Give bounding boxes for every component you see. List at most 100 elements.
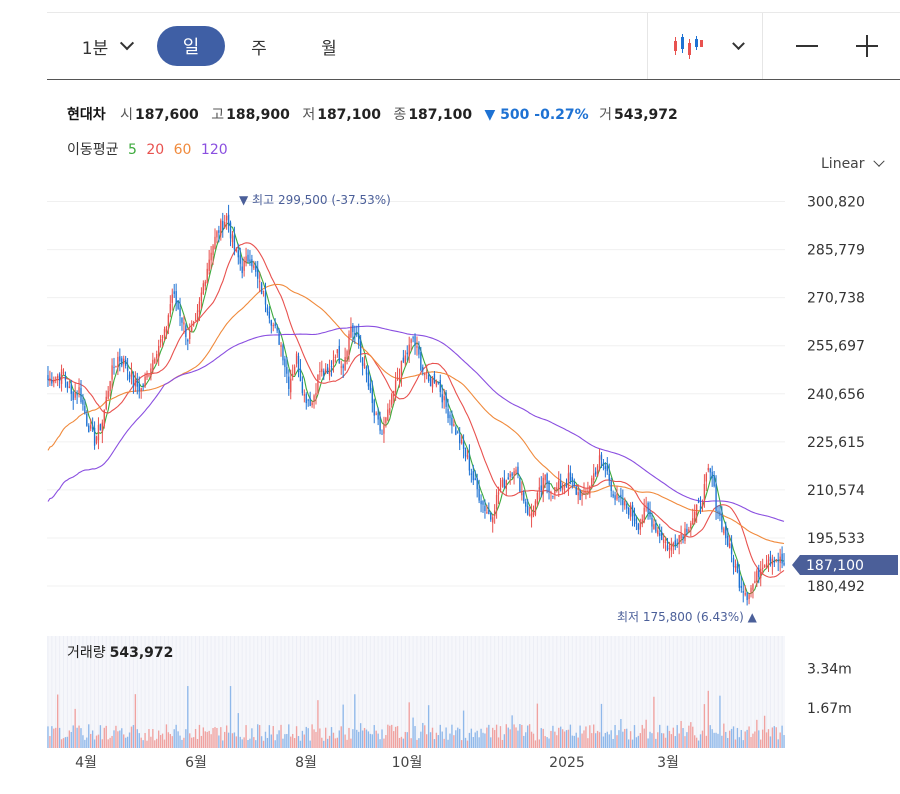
interval-dropdown[interactable]: 1분 xyxy=(71,13,143,79)
candle-body xyxy=(247,254,249,262)
volume-bar xyxy=(194,728,197,748)
candle-body xyxy=(264,292,267,305)
candle-body xyxy=(148,375,150,377)
candle-body xyxy=(167,315,170,326)
volume-bar xyxy=(493,730,496,748)
volume-bar xyxy=(546,737,548,748)
volume-bar xyxy=(561,729,564,748)
candle-body xyxy=(552,495,554,497)
candle-body xyxy=(618,496,620,498)
candle-body xyxy=(738,569,741,588)
candle-body xyxy=(239,255,241,264)
candle-body xyxy=(216,231,218,238)
volume-bar xyxy=(437,735,440,748)
volume-bar xyxy=(703,704,706,748)
candle-body xyxy=(544,474,546,481)
volume-legend: 거래량 543,972 xyxy=(67,642,173,662)
candle-body xyxy=(604,466,607,470)
candle-body xyxy=(150,368,152,377)
candle-body xyxy=(408,344,410,357)
candle-body xyxy=(466,455,469,458)
candle-body xyxy=(695,504,698,515)
volume-bar xyxy=(282,738,284,748)
volume-bar xyxy=(344,734,346,748)
volume-bar xyxy=(101,739,104,748)
candle-body xyxy=(775,559,777,561)
tab-month[interactable]: 월 xyxy=(307,13,351,79)
candle-body xyxy=(746,592,748,600)
volume-bar xyxy=(742,740,744,748)
candle-body xyxy=(88,425,90,433)
ma-5-label: 5 xyxy=(127,142,137,158)
candle-body xyxy=(161,336,164,339)
volume-bar xyxy=(233,732,236,748)
candle-body xyxy=(713,475,715,487)
candle-body xyxy=(719,511,721,516)
volume-bar xyxy=(464,737,467,748)
y-tick-label: 255,697 xyxy=(807,339,865,355)
tab-day[interactable]: 일 xyxy=(157,13,225,79)
candle-body xyxy=(126,367,129,371)
ma-20-line xyxy=(47,242,785,578)
candle-body xyxy=(321,368,323,372)
candle-body xyxy=(109,381,111,391)
chart-type-dropdown[interactable] xyxy=(652,13,762,79)
volume-bar xyxy=(429,732,432,748)
volume-bar xyxy=(713,732,715,748)
volume-bar xyxy=(375,730,377,748)
volume-value: 543,972 xyxy=(109,645,174,661)
volume-bar xyxy=(505,724,507,748)
volume-bar xyxy=(84,739,86,748)
candle-body xyxy=(758,568,760,578)
candle-body xyxy=(391,394,393,405)
volume-bar xyxy=(359,723,362,748)
candle-body xyxy=(346,351,348,360)
candle-body xyxy=(781,553,783,564)
scale-dropdown[interactable]: Linear xyxy=(821,155,885,172)
candle-body xyxy=(779,556,781,563)
candle-body xyxy=(317,374,319,394)
candle-body xyxy=(752,583,754,590)
candle-body xyxy=(243,260,245,271)
volume-bar xyxy=(695,737,698,748)
volume-bar xyxy=(761,729,764,748)
volume-bar xyxy=(173,729,175,748)
low-annotation: 최저 175,800 (6.43%) ▲ xyxy=(617,610,758,624)
volume-bar xyxy=(196,738,199,748)
candle-body xyxy=(406,352,408,355)
candle-body xyxy=(626,504,628,509)
volume-bar xyxy=(185,729,187,748)
candle-body xyxy=(138,384,140,392)
candle-body xyxy=(542,477,544,494)
high-label: 고 xyxy=(211,107,225,123)
zoom-in-button[interactable] xyxy=(847,13,887,79)
candle-body xyxy=(594,471,597,475)
tab-week[interactable]: 주 xyxy=(237,13,281,79)
volume-bar xyxy=(694,735,696,748)
volume-bar xyxy=(738,737,741,748)
candle-body xyxy=(765,563,768,569)
candle-body xyxy=(707,467,709,471)
stock-name: 현대차 xyxy=(67,107,106,123)
volume-bar xyxy=(653,696,655,748)
volume-bar xyxy=(629,731,632,748)
volume-bar xyxy=(740,729,742,748)
current-price-tag xyxy=(792,554,898,575)
candle-body xyxy=(272,325,274,327)
candle-body xyxy=(429,378,432,387)
volume-bar xyxy=(490,737,492,748)
ma-120-label: 120 xyxy=(200,142,228,158)
volume-bar xyxy=(57,694,59,748)
volume-bar xyxy=(699,734,702,748)
candle-body xyxy=(332,359,335,365)
zoom-out-button[interactable] xyxy=(787,13,827,79)
volume-bar xyxy=(161,733,164,748)
candle-body xyxy=(754,580,756,584)
candle-body xyxy=(686,528,688,533)
candle-body xyxy=(235,248,238,252)
volume-bar xyxy=(581,733,583,748)
volume-bar xyxy=(167,732,170,748)
candle-body xyxy=(565,482,568,486)
candle-body xyxy=(55,377,57,379)
candle-body xyxy=(709,468,711,473)
